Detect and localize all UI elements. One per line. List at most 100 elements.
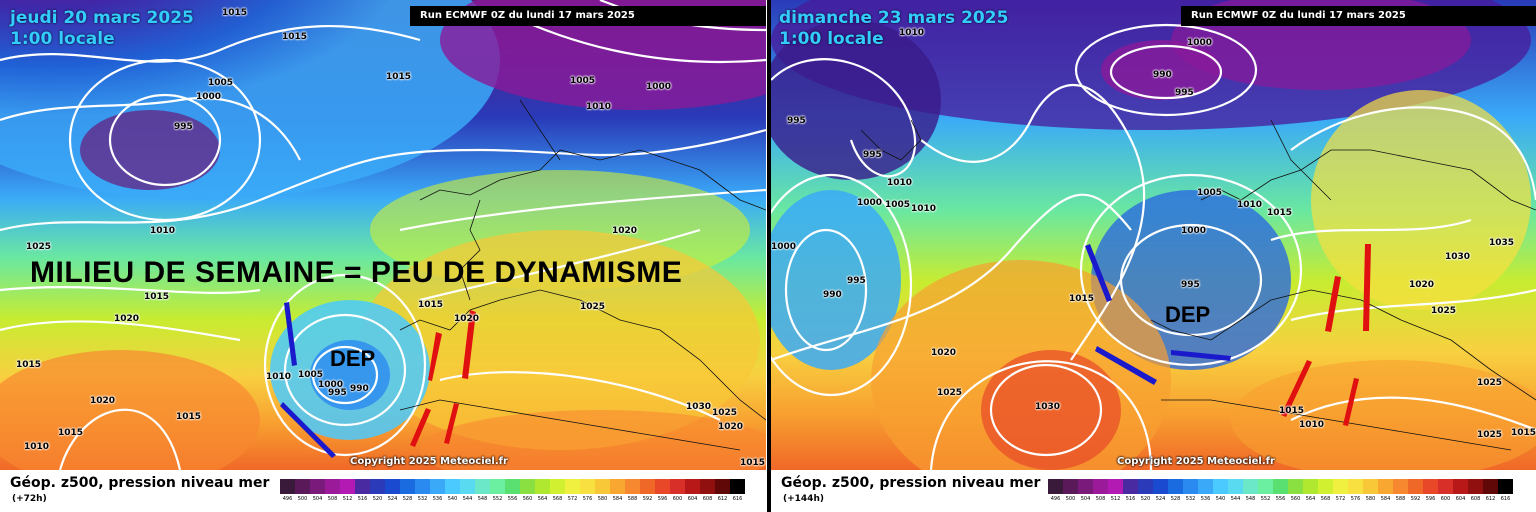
isobar-label: 1020	[718, 422, 743, 432]
colorbar-swatch	[1123, 479, 1138, 494]
isobar-label: 1010	[266, 372, 291, 382]
isobar-label: 990	[350, 384, 369, 394]
colorbar-tick: 504	[1078, 496, 1093, 502]
isobar-label: 1015	[1511, 428, 1536, 438]
colorbar-tick: 540	[1213, 496, 1228, 502]
colorbar-tick: 544	[1228, 496, 1243, 502]
colorbar-swatch	[1408, 479, 1423, 494]
colorbar-swatch	[370, 479, 385, 494]
colorbar-tick: 576	[1348, 496, 1363, 502]
isobar-label: 1020	[612, 226, 637, 236]
isobar-label: 990	[1153, 70, 1172, 80]
colorbar-tick: 572	[565, 496, 580, 502]
legend-title: Géop. z500, pression niveau mer	[10, 475, 269, 491]
colorbar-tick: 548	[1243, 496, 1258, 502]
colorbar-tick: 508	[325, 496, 340, 502]
colorbar-swatch	[1198, 479, 1213, 494]
run-label: Run ECMWF 0Z du lundi 17 mars 2025	[1181, 6, 1536, 26]
isobar-label: 1015	[740, 458, 765, 468]
colorbar-tick: 604	[1453, 496, 1468, 502]
colorbar-tick: 604	[685, 496, 700, 502]
isobar-label: 1030	[1445, 252, 1470, 262]
colorbar-swatch	[1378, 479, 1393, 494]
colorbar	[280, 479, 745, 494]
colorbar-swatch	[295, 479, 310, 494]
map-panel-right: 1010 1000 990 995 995 995 1010 1000 1005…	[771, 0, 1536, 512]
isobar-label: 1025	[1477, 430, 1502, 440]
isobar-label: 1015	[176, 412, 201, 422]
colorbar-swatch	[415, 479, 430, 494]
isobar-label: 1010	[1299, 420, 1324, 430]
forecast-date: dimanche 23 mars 2025 1:00 locale	[779, 8, 1008, 50]
colorbar-tick: 520	[1138, 496, 1153, 502]
colorbar-swatch	[640, 479, 655, 494]
isobar-label: 1030	[686, 402, 711, 412]
isobar-label: 1005	[208, 78, 233, 88]
colorbar-swatch	[325, 479, 340, 494]
forecast-day: jeudi 20 mars 2025	[10, 8, 194, 29]
isobar-label: 1000	[857, 198, 882, 208]
colorbar-swatch	[385, 479, 400, 494]
isobar-label: 995	[863, 150, 882, 160]
isobar-label: 1015	[1267, 208, 1292, 218]
isobar-label: 995	[174, 122, 193, 132]
colorbar-swatch	[490, 479, 505, 494]
colorbar-swatch	[1228, 479, 1243, 494]
run-label: Run ECMWF 0Z du lundi 17 mars 2025	[410, 6, 766, 26]
isobar-label: 1020	[114, 314, 139, 324]
colorbar-tick: 496	[280, 496, 295, 502]
colorbar-swatch	[445, 479, 460, 494]
colorbar-tick: 520	[370, 496, 385, 502]
colorbar-tick: 500	[295, 496, 310, 502]
isobar-label: 1025	[26, 242, 51, 252]
colorbar-tick: 536	[1198, 496, 1213, 502]
colorbar-tick: 512	[1108, 496, 1123, 502]
colorbar-tick: 580	[1363, 496, 1378, 502]
colorbar-swatch	[310, 479, 325, 494]
isobar-label: 1020	[1409, 280, 1434, 290]
colorbar-swatch	[550, 479, 565, 494]
headline: MILIEU DE SEMAINE = PEU DE DYNAMISME	[30, 256, 682, 290]
colorbar-tick: 504	[310, 496, 325, 502]
isobar-label: 1025	[580, 302, 605, 312]
isobar-label: 1015	[58, 428, 83, 438]
colorbar-tick: 612	[715, 496, 730, 502]
isobar-label: 1005	[1197, 188, 1222, 198]
colorbar-swatch	[1213, 479, 1228, 494]
colorbar-tick: 596	[1423, 496, 1438, 502]
isobar-label: 1005	[298, 370, 323, 380]
colorbar-tick: 572	[1333, 496, 1348, 502]
colorbar-tick: 544	[460, 496, 475, 502]
colorbar-tick: 616	[1498, 496, 1513, 502]
isobar-label: 1035	[1489, 238, 1514, 248]
isobar-label: 1005	[570, 76, 595, 86]
isobar-label: 1030	[1035, 402, 1060, 412]
colorbar-swatch	[1273, 479, 1288, 494]
isobar-label: 995	[1181, 280, 1200, 290]
colorbar-tick: 568	[1318, 496, 1333, 502]
isobar-label: 1015	[16, 360, 41, 370]
isobar-label: 1010	[150, 226, 175, 236]
colorbar-ticks: 496 500 504 508 512 516 520 524 528 532 536 540 544 5…	[1048, 496, 1513, 502]
colorbar-swatch	[1333, 479, 1348, 494]
colorbar-swatch	[700, 479, 715, 494]
isobar-label: 1010	[586, 102, 611, 112]
colorbar-swatch	[355, 479, 370, 494]
isobar-label: 1020	[931, 348, 956, 358]
colorbar-ticks: 496 500 504 508 512 516 520 524 528 532 536 540 544 5…	[280, 496, 745, 502]
colorbar-tick: 584	[1378, 496, 1393, 502]
colorbar-tick: 600	[670, 496, 685, 502]
depression-label: DEP	[330, 346, 375, 372]
colorbar-swatch	[1438, 479, 1453, 494]
colorbar-swatch	[280, 479, 295, 494]
isobar-label: 1025	[712, 408, 737, 418]
isobar-label: 1025	[1477, 378, 1502, 388]
colorbar-swatch	[1108, 479, 1123, 494]
colorbar-tick: 588	[625, 496, 640, 502]
colorbar-tick: 524	[1153, 496, 1168, 502]
colorbar-tick: 560	[1288, 496, 1303, 502]
copyright: Copyright 2025 Meteociel.fr	[350, 456, 508, 467]
colorbar-swatch	[625, 479, 640, 494]
colorbar-swatch	[1318, 479, 1333, 494]
colorbar-tick: 532	[1183, 496, 1198, 502]
